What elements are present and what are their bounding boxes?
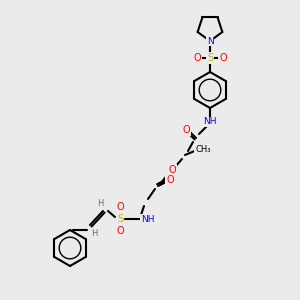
Text: N: N [207, 37, 213, 46]
Text: O: O [182, 125, 190, 135]
Text: O: O [193, 53, 201, 63]
Text: O: O [116, 202, 124, 212]
Text: CH₃: CH₃ [195, 146, 211, 154]
Text: O: O [168, 165, 176, 175]
Text: NH: NH [141, 214, 155, 224]
Text: O: O [166, 175, 174, 185]
Text: S: S [117, 214, 123, 224]
Text: O: O [219, 53, 227, 63]
Text: H: H [91, 229, 97, 238]
Text: NH: NH [203, 118, 217, 127]
Text: H: H [97, 199, 103, 208]
Text: O: O [116, 226, 124, 236]
Text: S: S [207, 53, 213, 63]
